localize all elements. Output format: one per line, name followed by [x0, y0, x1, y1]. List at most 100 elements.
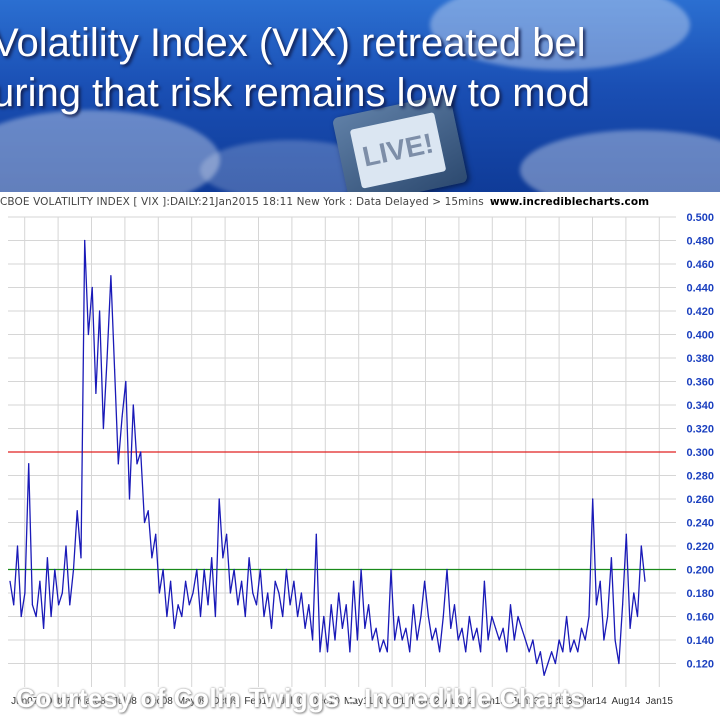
data-point [158, 592, 160, 594]
data-point [633, 592, 635, 594]
data-point [263, 615, 265, 618]
data-point [87, 333, 89, 336]
x-tick-label: Mar12 [411, 696, 440, 707]
data-point [554, 662, 557, 665]
x-tick-label: Jun07 [11, 696, 39, 707]
data-point [558, 639, 560, 641]
series-line [9, 239, 646, 676]
data-point [483, 580, 485, 582]
data-point [267, 592, 269, 594]
y-tick-label: 0.180 [686, 588, 714, 600]
data-point [595, 604, 598, 606]
cloud-shape [0, 110, 220, 192]
data-point [338, 592, 340, 594]
data-point [16, 545, 19, 547]
data-point [528, 651, 530, 653]
y-tick-label: 0.300 [686, 447, 714, 459]
y-tick-label: 0.120 [686, 659, 714, 671]
x-tick-label: May09 [177, 696, 207, 707]
data-point [9, 580, 11, 582]
header-banner: LIVE! Volatility Index (VIX) retreated b… [0, 0, 720, 192]
data-point [427, 615, 429, 618]
data-point [252, 592, 254, 594]
data-point [84, 239, 86, 242]
live-card-text: LIVE! [349, 112, 447, 189]
y-tick-label: 0.160 [686, 612, 714, 624]
data-point [588, 615, 590, 618]
data-point [607, 615, 609, 618]
x-tick-label: Jul10 [280, 696, 304, 707]
data-point [237, 604, 239, 606]
data-point [636, 615, 639, 618]
y-tick-label: 0.340 [686, 400, 714, 412]
data-point [297, 615, 299, 618]
data-point [319, 651, 321, 653]
data-point [618, 662, 620, 665]
data-point [353, 580, 355, 582]
cloud-shape [430, 0, 690, 70]
cloud-shape [520, 130, 720, 192]
x-tick-label: Mar08 [77, 696, 106, 707]
data-point [128, 498, 131, 500]
data-point [603, 639, 605, 641]
data-point [162, 568, 164, 571]
data-point [46, 557, 49, 559]
data-point [117, 463, 119, 465]
x-tick-label: Oct07 [45, 696, 72, 707]
data-point [147, 510, 149, 512]
data-point [420, 615, 422, 618]
y-tick-label: 0.440 [686, 283, 714, 295]
data-point [95, 392, 97, 394]
data-point [573, 639, 575, 641]
data-point [401, 639, 403, 641]
x-axis-ticks: Jun07 Oct07 Mar08 Jul08 Dec08 May09 Oct09 Feb10… [11, 696, 673, 707]
data-point [610, 557, 613, 559]
data-point [468, 615, 470, 618]
data-point [54, 568, 56, 571]
data-point [308, 604, 310, 606]
data-point [35, 615, 37, 618]
data-point [323, 615, 325, 618]
data-point [43, 627, 45, 629]
data-point [457, 639, 459, 641]
data-point [382, 639, 385, 641]
headline-line-1: Volatility Index (VIX) retreated bel [0, 21, 586, 65]
x-tick-label: Jan15 [646, 696, 674, 707]
data-point [442, 615, 444, 618]
data-point [61, 592, 63, 594]
data-point [166, 615, 168, 618]
chart-area: CBOE VOLATILITY INDEX [ VIX ]:DAILY:21Ja… [0, 192, 720, 720]
data-point [259, 568, 261, 571]
data-point [465, 651, 467, 653]
data-point [562, 651, 564, 653]
data-point [640, 545, 642, 547]
data-point [498, 639, 500, 641]
data-point [334, 639, 336, 641]
data-point [551, 651, 553, 653]
x-tick-label: Oct13 [546, 696, 573, 707]
data-point [566, 615, 568, 618]
x-tick-label: Jan13 [479, 696, 507, 707]
data-point [181, 615, 183, 618]
data-point [368, 604, 370, 606]
data-point [431, 639, 433, 641]
data-point [106, 357, 108, 359]
data-point [226, 533, 228, 535]
headline: Volatility Index (VIX) retreated bel uri… [0, 18, 720, 118]
data-point [114, 369, 116, 371]
data-point [20, 615, 22, 618]
data-point [278, 592, 280, 594]
data-point [584, 639, 586, 641]
data-point [472, 639, 474, 641]
data-point [453, 604, 456, 606]
data-point [502, 627, 504, 629]
x-tick-label: Aug14 [611, 696, 640, 707]
data-point [547, 662, 549, 665]
y-tick-label: 0.480 [686, 236, 714, 248]
data-point [644, 580, 646, 582]
y-axis-ticks: 0.120 0.140 0.160 0.180 0.200 0.220 0.240 0.260… [686, 212, 714, 671]
data-point [622, 604, 624, 606]
data-point [409, 651, 411, 653]
x-tick-label: Mar14 [578, 696, 607, 707]
y-tick-label: 0.200 [686, 565, 714, 577]
